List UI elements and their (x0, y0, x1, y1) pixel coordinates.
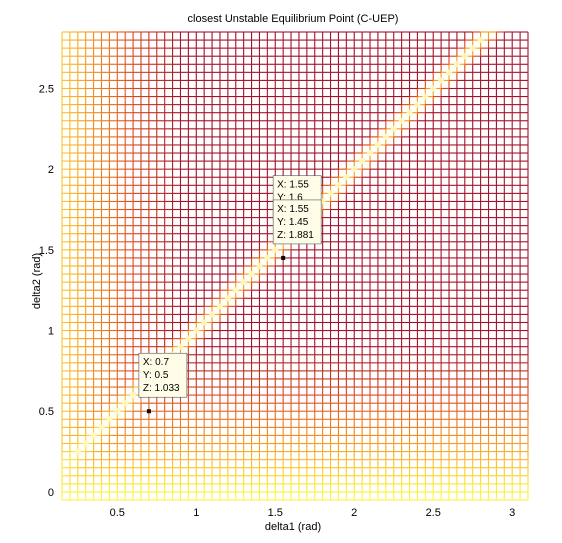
mesh-surface (61, 31, 529, 501)
chart-title: closest Unstable Equilibrium Point (C-UE… (188, 13, 399, 25)
